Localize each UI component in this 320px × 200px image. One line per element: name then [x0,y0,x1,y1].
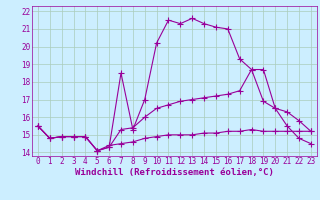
X-axis label: Windchill (Refroidissement éolien,°C): Windchill (Refroidissement éolien,°C) [75,168,274,177]
